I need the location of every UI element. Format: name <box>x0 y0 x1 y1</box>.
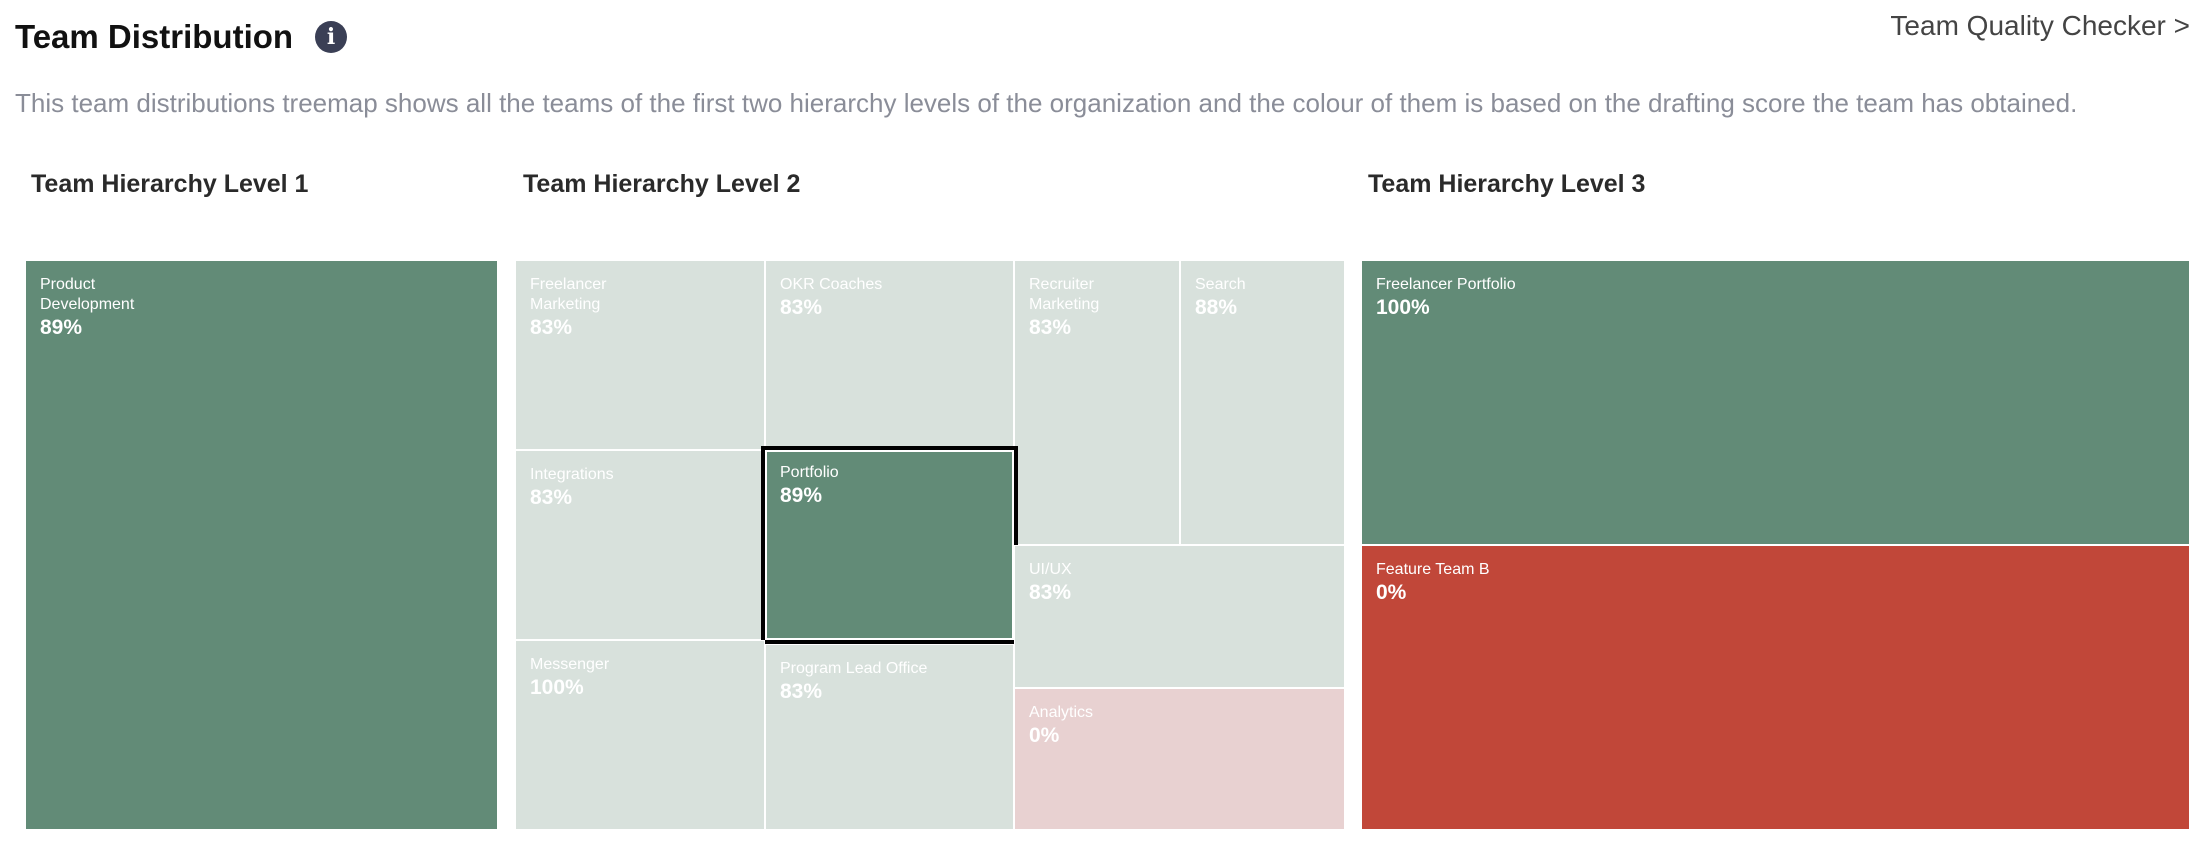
tile-score: 83% <box>1029 316 1072 339</box>
tile-score: 100% <box>1376 296 1430 319</box>
page-description: This team distributions treemap shows al… <box>15 88 2078 118</box>
tile-name: Portfolio <box>780 464 839 481</box>
info-icon[interactable]: i <box>315 21 348 53</box>
treemap-tile-analytics[interactable]: Analytics 0% <box>1014 688 1345 830</box>
page-title: Team Distribution i <box>15 18 348 56</box>
tile-name: UI/UX <box>1029 561 1072 578</box>
page-title-text: Team Distribution <box>15 18 294 55</box>
tile-score: 0% <box>1376 581 1407 604</box>
treemap-tile-freelancer-portfolio[interactable]: Freelancer Portfolio 100% <box>1361 260 2190 545</box>
tile-score: 88% <box>1195 296 1238 319</box>
tile-name: OKR Coaches <box>780 276 883 293</box>
level-1-treemap: Product Development 89% <box>25 260 498 830</box>
tile-score: 83% <box>780 296 823 319</box>
tile-name: Program Lead Office <box>780 660 928 677</box>
level-3-title: Team Hierarchy Level 3 <box>1368 170 1646 198</box>
level-2-treemap: Freelancer Marketing 83% OKR Coaches 83%… <box>515 260 1345 830</box>
level-1-title: Team Hierarchy Level 1 <box>31 170 309 198</box>
tile-score: 83% <box>1029 581 1072 604</box>
treemap-tile-integrations[interactable]: Integrations 83% <box>515 450 765 640</box>
tile-name: Product Development <box>40 276 135 313</box>
tile-name: Feature Team B <box>1376 561 1490 578</box>
treemap-tile-program-lead-office[interactable]: Program Lead Office 83% <box>765 644 1014 830</box>
tile-name: Freelancer Marketing <box>530 276 607 313</box>
tile-score: 89% <box>780 484 823 507</box>
tile-score: 0% <box>1029 724 1060 747</box>
treemap-tile-messenger[interactable]: Messenger 100% <box>515 640 765 830</box>
treemap-tile-freelancer-marketing[interactable]: Freelancer Marketing 83% <box>515 260 765 450</box>
tile-name: Integrations <box>530 466 614 483</box>
level-3-treemap: Freelancer Portfolio 100% Feature Team B… <box>1361 260 2190 830</box>
treemap-tile-product-development[interactable]: Product Development 89% <box>25 260 498 830</box>
tile-name: Messenger <box>530 656 610 673</box>
tile-name: Analytics <box>1029 704 1094 721</box>
tile-score: 89% <box>40 316 83 339</box>
tile-score: 100% <box>530 676 584 699</box>
tile-name: Recruiter Marketing <box>1029 276 1100 313</box>
treemap-tile-recruiter-marketing[interactable]: Recruiter Marketing 83% <box>1014 260 1180 545</box>
treemap-tile-search[interactable]: Search 88% <box>1180 260 1345 545</box>
treemap-tile-ui-ux[interactable]: UI/UX 83% <box>1014 545 1345 688</box>
treemap-tile-okr-coaches[interactable]: OKR Coaches 83% <box>765 260 1014 450</box>
tile-score: 83% <box>530 316 573 339</box>
tile-name: Search <box>1195 276 1246 293</box>
team-quality-checker-link[interactable]: Team Quality Checker > <box>1890 10 2190 41</box>
treemap-tile-portfolio[interactable]: Portfolio 89% <box>761 446 1018 644</box>
tile-name: Freelancer Portfolio <box>1376 276 1516 293</box>
treemap-tile-feature-team-b[interactable]: Feature Team B 0% <box>1361 545 2190 830</box>
tile-score: 83% <box>530 486 573 509</box>
tile-score: 83% <box>780 680 823 703</box>
level-2-title: Team Hierarchy Level 2 <box>523 170 801 198</box>
